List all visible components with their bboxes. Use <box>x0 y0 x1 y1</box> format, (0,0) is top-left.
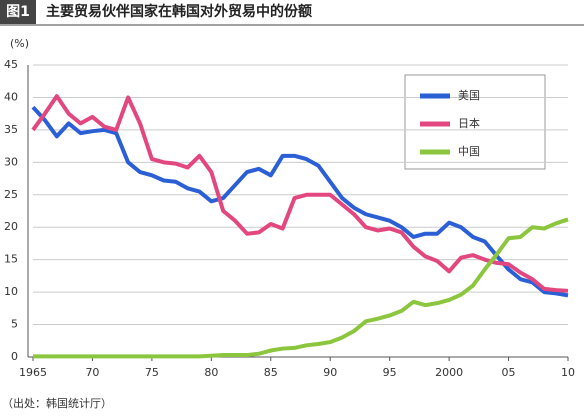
legend-label: 美国 <box>458 89 480 102</box>
series-line <box>33 217 569 359</box>
y-axis-label: (%) <box>10 37 29 50</box>
legend-label: 日本 <box>458 116 480 130</box>
source: （出处：韩国统计厅） <box>2 396 112 410</box>
y-tick-label: 0 <box>11 350 18 363</box>
series-line <box>31 94 569 293</box>
x-tick-label: 2000 <box>435 366 463 379</box>
legend-label: 中国 <box>458 145 480 158</box>
series-line <box>31 105 569 298</box>
x-tick-label: 05 <box>502 366 516 379</box>
x-tick-label: 85 <box>264 366 278 379</box>
x-tick-label: 1965 <box>19 366 47 379</box>
y-tick-label: 40 <box>4 90 18 103</box>
badge-box <box>0 0 36 24</box>
y-tick-label: 45 <box>4 58 18 71</box>
y-tick-label: 35 <box>4 123 18 136</box>
x-tick-label: 90 <box>323 366 337 379</box>
chart-title: 主要贸易伙伴国家在韩国对外贸易中的份额 <box>46 3 312 20</box>
x-tick-label: 10 <box>561 366 575 379</box>
x-tick-label: 75 <box>145 366 159 379</box>
y-tick-label: 10 <box>4 285 18 298</box>
x-tick-label: 95 <box>383 366 397 379</box>
x-tick-label: 70 <box>85 366 99 379</box>
y-tick-label: 5 <box>11 318 18 331</box>
x-tick-label: 80 <box>204 366 218 379</box>
y-tick-label: 15 <box>4 253 18 266</box>
badge: 图1 <box>6 4 30 20</box>
y-tick-label: 30 <box>4 155 18 168</box>
y-tick-label: 25 <box>4 188 18 201</box>
y-tick-label: 20 <box>4 220 18 233</box>
